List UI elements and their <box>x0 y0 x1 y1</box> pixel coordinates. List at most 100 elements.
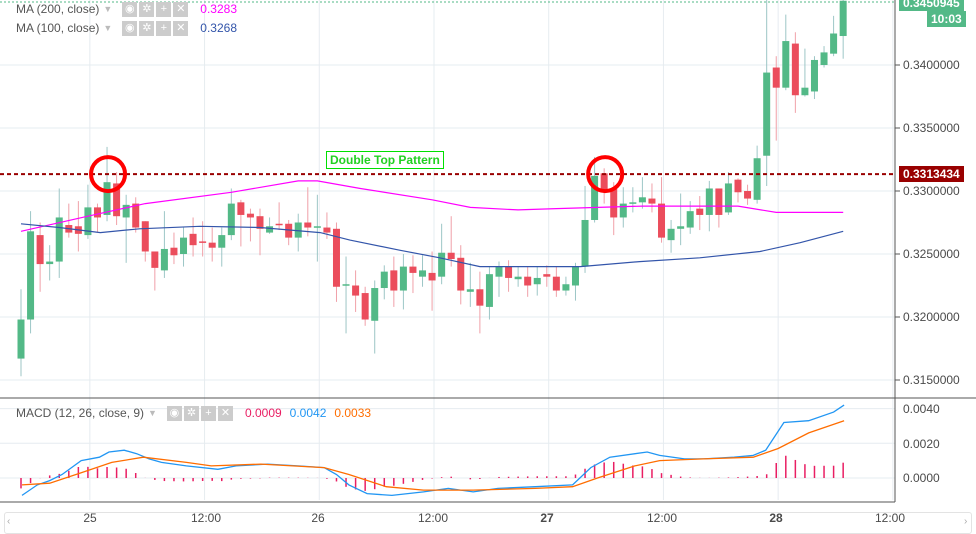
candle-body <box>46 261 54 265</box>
candle-body <box>36 235 44 265</box>
candle-body <box>237 202 245 215</box>
chevron-down-icon[interactable]: ▼ <box>103 23 113 33</box>
candle-body <box>380 271 388 289</box>
double-top-annotation[interactable]: Double Top Pattern <box>326 151 444 169</box>
chevron-down-icon[interactable]: ▼ <box>148 408 157 418</box>
candle-body <box>151 251 159 268</box>
eye-icon[interactable]: ◉ <box>122 20 138 36</box>
candle-body <box>93 207 101 218</box>
candle-body <box>677 226 685 229</box>
candle-body <box>801 87 809 96</box>
price-tick: 0.3250000 <box>903 247 960 261</box>
legend-ma100-label: MA (100, close) <box>16 21 100 35</box>
candle-body <box>562 284 570 291</box>
time-scrollbar[interactable] <box>4 512 972 534</box>
candle-body <box>505 266 513 278</box>
candle-body <box>763 72 771 156</box>
candle-body <box>658 203 666 238</box>
countdown-tag: 10:03 <box>927 11 966 27</box>
price-tick: 0.3150000 <box>903 373 960 387</box>
candle-body <box>399 266 407 291</box>
price-tick: 0.3200000 <box>903 310 960 324</box>
legend-ma100: MA (100, close) ▼ ◉ ✲ + ✕ 0.3268 <box>16 19 237 37</box>
candle-body <box>304 222 312 228</box>
legend-macd-value: 0.0042 <box>289 406 327 420</box>
candle-body <box>332 228 340 287</box>
candle-body <box>820 52 828 65</box>
candle-body <box>667 228 675 241</box>
candle-body <box>514 276 522 280</box>
candle-body <box>686 211 694 228</box>
chevron-down-icon[interactable]: ▼ <box>103 4 113 14</box>
candle-body <box>524 276 532 286</box>
candle-body <box>17 319 25 359</box>
candle-body <box>371 288 379 321</box>
candle-body <box>313 226 321 228</box>
gear-icon[interactable]: ✲ <box>183 405 199 421</box>
candle-body <box>199 241 207 243</box>
plus-icon[interactable]: + <box>156 20 172 36</box>
candle-body <box>447 252 455 260</box>
candle-body <box>485 274 493 307</box>
candle-body <box>839 0 847 37</box>
close-icon[interactable]: ✕ <box>217 405 233 421</box>
last-price-tag: 0.3450945 <box>899 0 964 11</box>
candle-body <box>103 182 111 215</box>
ma200-line <box>20 180 844 232</box>
candle-body <box>591 175 599 220</box>
candle-body <box>55 217 63 262</box>
candle-body <box>266 226 274 233</box>
candle-body <box>180 237 188 254</box>
candle-body <box>495 266 503 277</box>
legend-ma200-value: 0.3283 <box>200 2 237 16</box>
legend-macd-label: MACD (12, 26, close, 9) <box>16 406 145 420</box>
candle-body <box>390 270 398 291</box>
candle-body <box>428 272 436 281</box>
candle-body <box>466 289 474 292</box>
time-tick: 12:00 <box>417 511 449 525</box>
plus-icon[interactable]: + <box>200 405 216 421</box>
gear-icon[interactable]: ✲ <box>139 1 155 17</box>
candle-body <box>638 197 646 203</box>
candle-body <box>744 191 752 199</box>
candle-body <box>648 198 656 204</box>
candle-body <box>533 277 541 285</box>
candle-body <box>782 41 790 88</box>
time-tick: 12:00 <box>190 511 222 525</box>
close-icon[interactable]: ✕ <box>173 20 189 36</box>
candle-body <box>141 221 149 252</box>
plus-icon[interactable]: + <box>156 1 172 17</box>
gear-icon[interactable]: ✲ <box>139 20 155 36</box>
candle-body <box>610 188 618 218</box>
time-tick: 12:00 <box>874 511 906 525</box>
candle-body <box>419 270 427 277</box>
candle-body <box>227 203 235 236</box>
legend-ma200-label: MA (200, close) <box>16 2 100 16</box>
candle-body <box>352 285 360 296</box>
time-tick: 28 <box>769 511 783 525</box>
candle-body <box>113 183 121 217</box>
candle-body <box>189 233 197 246</box>
legend-ma100-value: 0.3268 <box>200 21 237 35</box>
candle-body <box>791 43 799 96</box>
scroll-right-icon[interactable]: › <box>964 516 968 527</box>
candle-body <box>581 219 589 267</box>
close-icon[interactable]: ✕ <box>173 1 189 17</box>
eye-icon[interactable]: ◉ <box>166 405 182 421</box>
macd-tick: 0.0000 <box>903 471 940 485</box>
price-tick: 0.3350000 <box>903 121 960 135</box>
ma100-line <box>20 223 844 268</box>
time-tick: 26 <box>311 511 325 525</box>
time-tick: 25 <box>83 511 97 525</box>
candle-body <box>323 227 331 233</box>
scroll-left-icon[interactable]: ‹ <box>7 516 11 527</box>
eye-icon[interactable]: ◉ <box>122 1 138 17</box>
candle-body <box>275 223 283 226</box>
candle-body <box>285 223 293 238</box>
candle-body <box>122 204 130 218</box>
candle-body <box>256 216 264 229</box>
candle-body <box>246 213 254 218</box>
candle-body <box>552 276 560 291</box>
candle-body <box>600 173 608 191</box>
